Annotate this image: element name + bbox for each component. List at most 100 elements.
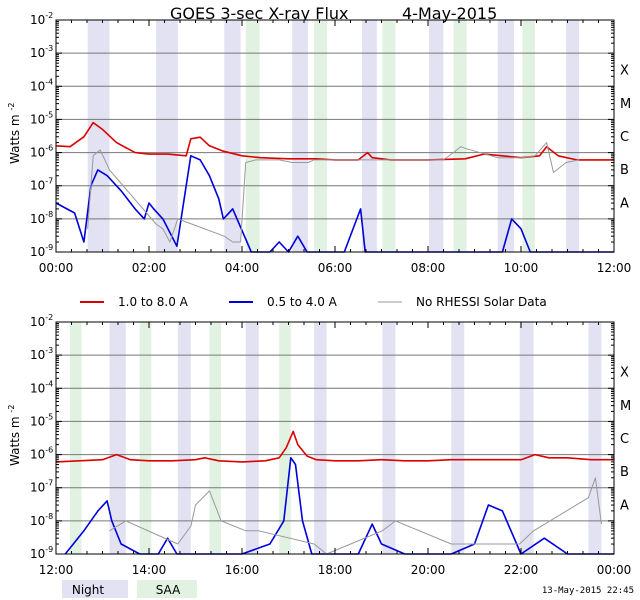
- legend-night-box: [62, 580, 128, 598]
- flare-class-label: M: [620, 399, 631, 414]
- y-tick-label: 10-4: [30, 77, 53, 93]
- y-axis-title-exponent: -2: [7, 103, 16, 111]
- flare-class-label: A: [620, 196, 629, 211]
- y-tick-label: 10-9: [30, 545, 53, 561]
- x-tick-label: 12:00: [597, 261, 632, 275]
- y-tick-exponent: -5: [45, 412, 53, 421]
- night-band: [588, 322, 602, 554]
- night-band: [497, 20, 515, 252]
- flare-class-label: C: [620, 432, 629, 447]
- series-line-rhessi: [87, 142, 580, 243]
- legend-label-long: 1.0 to 8.0 A: [118, 295, 189, 309]
- y-tick-exponent: -2: [45, 11, 53, 20]
- y-tick-exponent: -2: [45, 313, 53, 322]
- x-tick-label: 00:00: [39, 261, 74, 275]
- y-tick-exponent: -9: [45, 243, 53, 252]
- y-tick-exponent: -4: [45, 77, 53, 86]
- saa-band: [69, 322, 82, 554]
- x-tick-label: 20:00: [411, 563, 446, 577]
- footer-timestamp: 13-May-2015 22:45: [542, 586, 634, 596]
- y-tick-exponent: -3: [45, 346, 53, 355]
- flare-class-label: X: [620, 64, 629, 79]
- y-tick-label: 10-2: [30, 313, 53, 329]
- flare-class-label: M: [620, 97, 631, 112]
- night-band: [428, 20, 444, 252]
- y-tick-label: 10-6: [30, 446, 53, 462]
- night-band: [224, 20, 241, 252]
- flare-class-label: B: [620, 465, 629, 480]
- series-line-rhessi: [109, 477, 602, 555]
- y-tick-exponent: -9: [45, 545, 53, 554]
- legend-label-rhessi: No RHESSI Solar Data: [416, 295, 547, 309]
- x-tick-label: 18:00: [318, 563, 353, 577]
- saa-band: [245, 20, 260, 252]
- series-line-long: [55, 121, 614, 161]
- y-tick-label: 10-4: [30, 379, 53, 395]
- y-tick-exponent: -8: [45, 512, 53, 521]
- y-tick-exponent: -4: [45, 379, 53, 388]
- chart-title: GOES 3-sec X-ray Flux: [170, 4, 349, 23]
- night-band: [382, 322, 396, 554]
- night-band: [155, 20, 178, 252]
- series-line-short: [64, 457, 614, 555]
- y-tick-label: 10-3: [30, 346, 53, 362]
- x-tick-label: 08:00: [411, 261, 446, 275]
- flare-class-label: X: [620, 366, 629, 381]
- y-axis-title-exponent: -2: [7, 405, 16, 413]
- night-band: [109, 322, 126, 554]
- night-band: [361, 20, 377, 252]
- y-tick-label: 10-3: [30, 44, 53, 60]
- y-tick-exponent: -8: [45, 210, 53, 219]
- y-tick-label: 10-6: [30, 144, 53, 160]
- legend-saa-label: SAA: [156, 583, 181, 597]
- y-tick-exponent: -6: [45, 144, 53, 153]
- y-axis-title: Watts m -2: [7, 405, 22, 466]
- x-tick-label: 04:00: [225, 261, 260, 275]
- y-axis-title: Watts m -2: [7, 103, 22, 164]
- flare-class-label: C: [620, 130, 629, 145]
- saa-band: [382, 20, 396, 252]
- legend-saa-box: [137, 580, 197, 598]
- legend-night-label: Night: [72, 583, 105, 597]
- y-tick-label: 10-9: [30, 243, 53, 259]
- flare-class-label: A: [620, 498, 629, 513]
- panel-morning: 10-9 10-8 10-7 10-6 10-5 10-4 10-3 10-2 Watts m …: [7, 11, 631, 275]
- night-band: [245, 322, 259, 554]
- x-tick-label: 06:00: [318, 261, 353, 275]
- saa-band: [279, 322, 291, 554]
- saa-band: [453, 20, 467, 252]
- y-tick-label: 10-2: [30, 11, 53, 27]
- y-tick-label: 10-5: [30, 110, 53, 126]
- chart-date: 4-May-2015: [402, 4, 497, 23]
- y-tick-exponent: -5: [45, 110, 53, 119]
- night-band: [451, 322, 465, 554]
- y-tick-exponent: -7: [45, 479, 53, 488]
- y-tick-label: 10-8: [30, 210, 53, 226]
- x-tick-label: 02:00: [132, 261, 167, 275]
- x-tick-label: 00:00: [597, 563, 632, 577]
- night-band: [292, 20, 309, 252]
- saa-band: [139, 322, 152, 554]
- legend: 1.0 to 8.0 A 0.5 to 4.0 A No RHESSI Sola…: [80, 295, 547, 309]
- x-tick-label: 22:00: [504, 563, 539, 577]
- y-tick-label: 10-7: [30, 177, 53, 193]
- flare-class-label: B: [620, 163, 629, 178]
- x-tick-label: 16:00: [225, 563, 260, 577]
- y-tick-label: 10-7: [30, 479, 53, 495]
- panel-afternoon: 10-9 10-8 10-7 10-6 10-5 10-4 10-3 10-2 Watts m …: [7, 313, 631, 577]
- night-band: [177, 322, 191, 554]
- series-line-long: [55, 430, 614, 463]
- night-band: [519, 322, 534, 554]
- y-tick-label: 10-5: [30, 412, 53, 428]
- y-tick-exponent: -3: [45, 44, 53, 53]
- saa-band: [314, 20, 328, 252]
- saa-band: [209, 322, 222, 554]
- x-tick-label: 14:00: [132, 563, 167, 577]
- y-tick-exponent: -6: [45, 446, 53, 455]
- y-tick-label: 10-8: [30, 512, 53, 528]
- saa-band: [522, 20, 535, 252]
- x-tick-label: 10:00: [504, 261, 539, 275]
- night-band: [566, 20, 580, 252]
- night-band: [314, 322, 327, 554]
